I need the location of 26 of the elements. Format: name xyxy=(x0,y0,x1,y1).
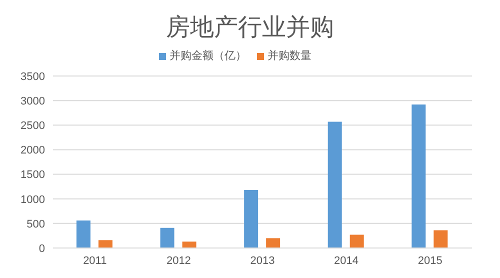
y-tick-label: 1000 xyxy=(20,194,45,206)
bar xyxy=(350,234,364,248)
y-tick-label: 2000 xyxy=(20,144,45,157)
y-tick-label: 0 xyxy=(38,242,45,255)
y-tick-label: 2500 xyxy=(20,120,45,132)
x-tick-label: 2012 xyxy=(166,254,191,267)
bar xyxy=(434,230,448,248)
bar xyxy=(160,228,174,248)
bar xyxy=(266,238,280,248)
bar xyxy=(98,240,112,248)
bar xyxy=(412,104,426,248)
x-tick-label: 2015 xyxy=(418,254,442,267)
bar xyxy=(328,122,342,248)
x-tick-label: 2011 xyxy=(83,254,107,267)
bar xyxy=(244,190,258,248)
bar xyxy=(182,242,196,248)
y-tick-label: 3500 xyxy=(20,70,45,83)
y-tick-label: 500 xyxy=(26,218,45,230)
legend-label: 并购金额（亿） xyxy=(170,50,246,62)
x-tick-label: 2014 xyxy=(334,254,359,267)
x-tick-label: 2013 xyxy=(250,254,275,267)
legend-label: 并购数量 xyxy=(268,50,312,62)
chart-title: 房地产行业并购 xyxy=(165,13,335,43)
y-tick-label: 3000 xyxy=(20,95,45,108)
y-tick-label: 1500 xyxy=(20,169,45,182)
bar xyxy=(76,220,90,248)
